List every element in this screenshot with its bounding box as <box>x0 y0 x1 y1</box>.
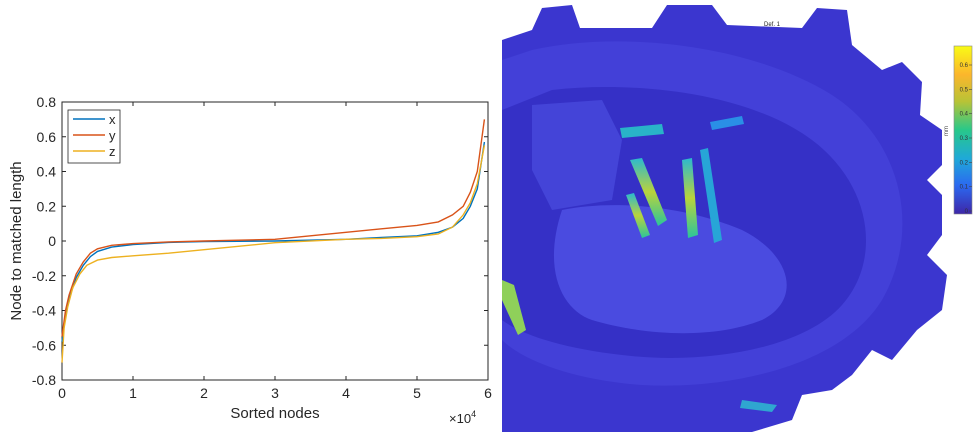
render-title: Def. 1 <box>764 22 781 28</box>
colorbar <box>953 45 973 215</box>
colorbar-ticks: 0 0.1 0.2 0.3 0.4 0.5 0.6 <box>960 63 972 215</box>
legend-label-z: z <box>109 144 116 159</box>
x-tick-label: 4 <box>342 385 350 401</box>
y-tick-label: -0.4 <box>32 303 56 319</box>
hotspot-edge-left <box>502 280 526 335</box>
hotspot-stripe-6 <box>710 116 744 130</box>
hotspot-stripe-5 <box>620 124 664 138</box>
x-tick-label: 0 <box>58 385 66 401</box>
colorbar-tick-label: 0.6 <box>960 63 969 69</box>
colorbar-tick-label: 0.3 <box>960 136 969 142</box>
deformation-render-panel: Def. 1 0 0.1 0.2 0.3 0.4 0.5 0.6 mm <box>502 0 977 432</box>
y-tick-label: 0 <box>48 233 56 249</box>
y-tick-label: -0.2 <box>32 268 56 284</box>
hotspot-stripe-3 <box>682 158 698 238</box>
x-tick-label: 5 <box>413 385 421 401</box>
y-tick-label: -0.6 <box>32 337 56 353</box>
series-line-z <box>61 145 486 363</box>
y-tick-label: -0.8 <box>32 372 56 388</box>
series-layer <box>61 119 486 363</box>
x-multiplier-label: ×104 <box>449 409 476 426</box>
legend-label-y: y <box>109 128 116 143</box>
cavity-floor <box>553 205 787 334</box>
x-tick-label: 6 <box>484 385 492 401</box>
legend: xyz <box>67 109 121 164</box>
legend-label-x: x <box>109 112 116 127</box>
colorbar-tick-label: 0.1 <box>960 185 969 191</box>
x-tick-label: 1 <box>129 385 137 401</box>
hotspot-edge-bottom <box>740 400 777 412</box>
colorbar-unit: mm <box>944 126 950 136</box>
y-tick-label: 0.4 <box>37 164 57 180</box>
x-tick-label: 3 <box>271 385 279 401</box>
axes-ticks: 0 1 2 3 4 5 6 -0.8 -0.6 -0.4 -0.2 0 0.2 0.4 0.6 0.8 <box>32 94 492 401</box>
deformation-render: Def. 1 0 0.1 0.2 0.3 0.4 0.5 0.6 mm <box>502 5 973 432</box>
colorbar-tick-label: 0.4 <box>960 112 969 118</box>
x-axis-label: Sorted nodes <box>230 405 319 422</box>
y-tick-label: 0.8 <box>37 94 57 110</box>
x-multiplier-exponent: 4 <box>471 409 476 419</box>
line-chart: 0 1 2 3 4 5 6 -0.8 -0.6 -0.4 -0.2 0 0.2 0.4 0.6 0.8 xyz… <box>8 94 492 426</box>
colorbar-tick-label: 0.2 <box>960 160 969 166</box>
x-tick-label: 2 <box>200 385 208 401</box>
y-axis-label: Node to matched length <box>8 161 25 320</box>
y-tick-label: 0.2 <box>37 198 57 214</box>
series-line-y <box>61 119 486 337</box>
hotspot-stripe-2 <box>626 193 650 238</box>
hotspot-stripe-1 <box>630 158 667 226</box>
inner-block <box>532 100 622 210</box>
y-tick-label: 0.6 <box>37 129 57 145</box>
hotspot-stripe-4 <box>700 148 722 243</box>
colorbar-tick-label: 0 <box>965 209 969 215</box>
x-multiplier-base: ×10 <box>449 411 471 426</box>
colorbar-tick-label: 0.5 <box>960 87 969 93</box>
